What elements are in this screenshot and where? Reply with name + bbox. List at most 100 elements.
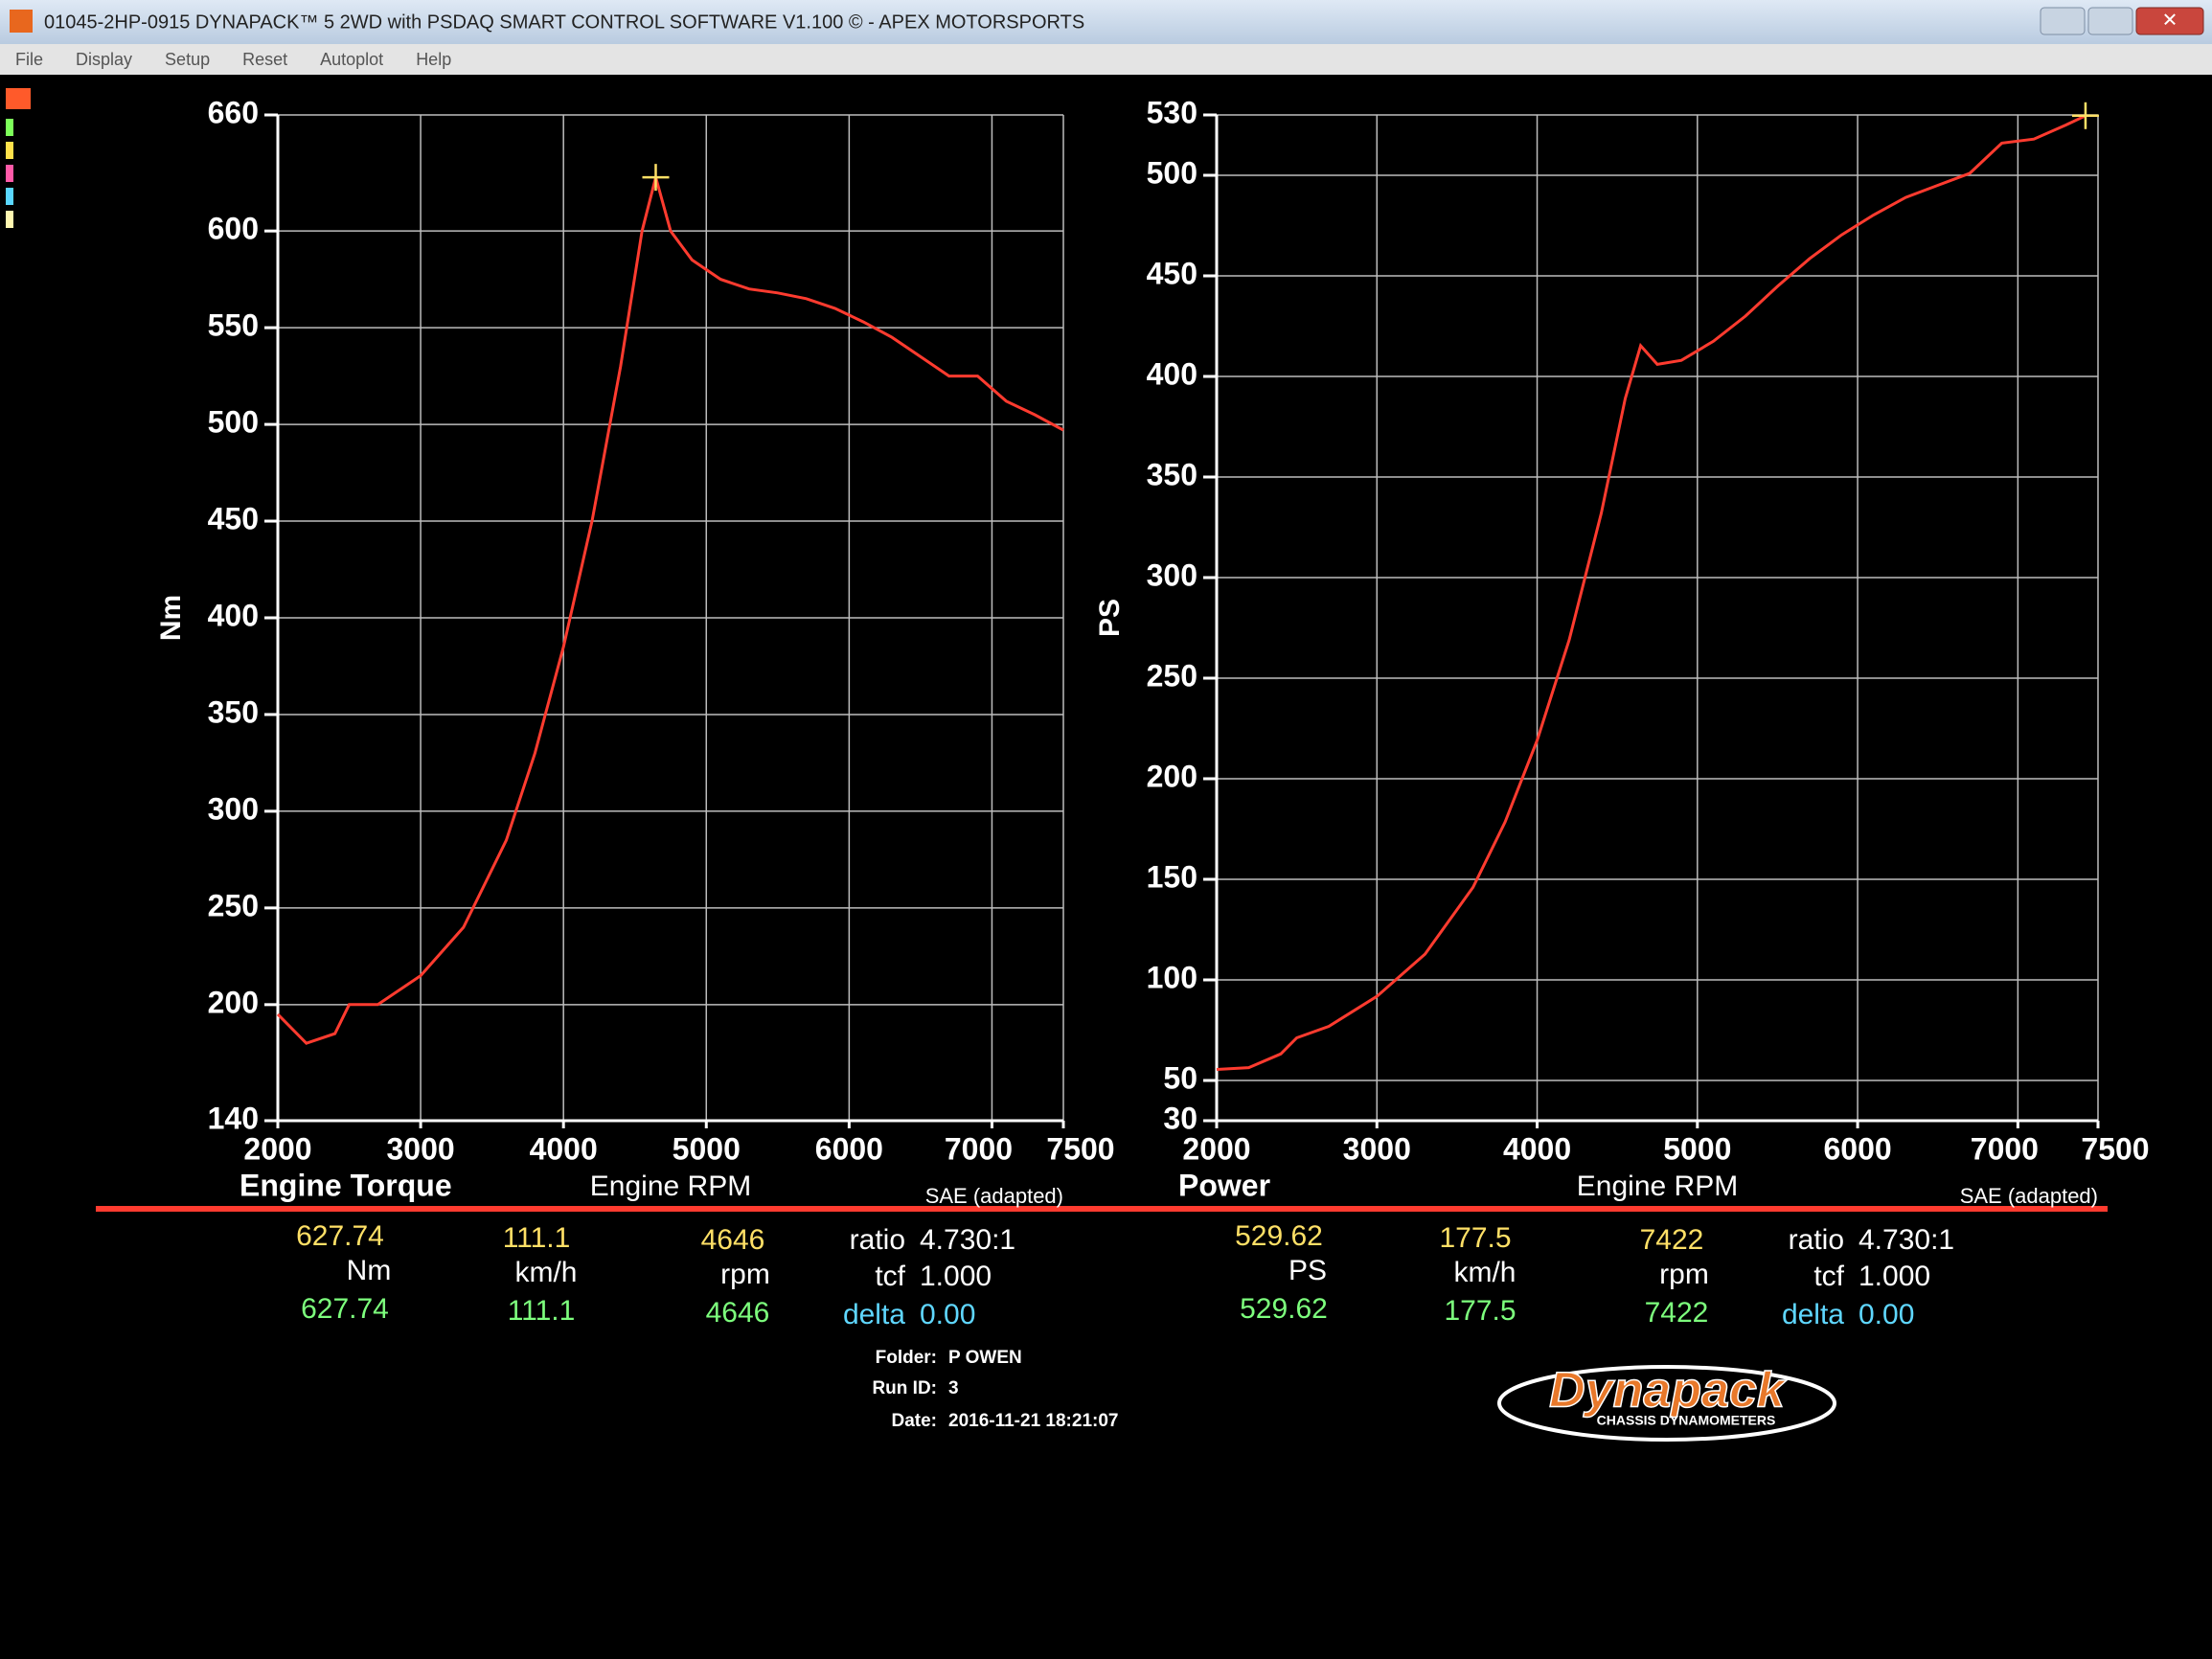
chart-note: SAE (adapted) xyxy=(1960,1184,2098,1208)
readout-rpm: 4646 xyxy=(701,1224,765,1256)
readout-value: 627.74 xyxy=(296,1220,384,1252)
y-tick-label: 400 xyxy=(1147,356,1197,391)
close-icon: ✕ xyxy=(2162,10,2178,31)
y-tick-label: 200 xyxy=(208,985,259,1019)
footer-date: 2016-11-21 18:21:07 xyxy=(948,1411,1118,1431)
y-tick-label: 300 xyxy=(208,791,259,826)
x-tick-label: 7000 xyxy=(1971,1131,2039,1166)
readout-delta-label: delta xyxy=(843,1299,905,1330)
readout-ratio-label: ratio xyxy=(1789,1224,1844,1256)
maximize-button[interactable] xyxy=(2087,7,2133,35)
y-tick-label: 530 xyxy=(1147,95,1197,129)
readout-speed-current: 111.1 xyxy=(508,1295,576,1327)
readout-delta: 0.00 xyxy=(920,1299,975,1330)
y-tick-label: 660 xyxy=(208,95,259,129)
footer-folder-label: Folder: xyxy=(876,1348,937,1368)
cursor xyxy=(642,164,670,192)
readout-value: 529.62 xyxy=(1235,1220,1323,1252)
x-tick-label: 2000 xyxy=(1182,1131,1250,1166)
close-button[interactable] xyxy=(2135,7,2204,35)
y-tick-label: 140 xyxy=(208,1101,259,1135)
x-axis-label: Engine RPM xyxy=(590,1170,751,1202)
y-tick-label: 500 xyxy=(1147,155,1197,190)
footer-folder: P OWEN xyxy=(948,1348,1022,1368)
readout-value-current: 627.74 xyxy=(301,1293,389,1325)
chart-title: Engine Torque xyxy=(239,1168,452,1202)
color-legend-strip xyxy=(6,88,31,228)
y-tick-label: 350 xyxy=(208,694,259,729)
readout-speed-unit: km/h xyxy=(1453,1257,1516,1288)
readout-tcf: 1.000 xyxy=(1859,1261,1930,1292)
cursor xyxy=(2071,102,2099,129)
y-tick-label: 550 xyxy=(208,308,259,343)
swatch xyxy=(6,165,13,182)
data-line xyxy=(276,171,1064,1045)
x-axis-label: Engine RPM xyxy=(1577,1170,1738,1202)
readout-rpm-unit: rpm xyxy=(720,1259,770,1290)
readout-tcf: 1.000 xyxy=(920,1261,992,1292)
minimize-button[interactable] xyxy=(2040,7,2086,35)
menu-item[interactable]: File xyxy=(15,50,43,69)
x-tick-label: 5000 xyxy=(1663,1131,1731,1166)
x-tick-label: 7000 xyxy=(945,1131,1013,1166)
footer-date-label: Date: xyxy=(891,1411,937,1431)
y-tick-label: 50 xyxy=(1163,1060,1197,1095)
y-tick-label: 500 xyxy=(208,405,259,440)
app-icon xyxy=(10,10,33,33)
footer-run: 3 xyxy=(948,1378,959,1398)
chart-title: Power xyxy=(1178,1168,1270,1202)
readout-speed-current: 177.5 xyxy=(1444,1295,1516,1327)
readout-unit: PS xyxy=(1288,1255,1327,1286)
logo-tagline: CHASSIS DYNAMOMETERS xyxy=(1597,1413,1776,1428)
readout-speed-unit: km/h xyxy=(514,1257,577,1288)
menu-item[interactable]: Reset xyxy=(242,50,287,69)
y-tick-label: 250 xyxy=(208,888,259,922)
x-tick-label: 6000 xyxy=(1823,1131,1891,1166)
menu-item[interactable]: Autoplot xyxy=(320,50,383,69)
x-tick-label: 4000 xyxy=(1503,1131,1571,1166)
swatch xyxy=(6,188,13,205)
swatch xyxy=(6,211,13,228)
readout-rpm: 7422 xyxy=(1640,1224,1704,1256)
swatch xyxy=(6,142,13,159)
y-tick-label: 100 xyxy=(1147,960,1197,994)
readout-speed: 177.5 xyxy=(1439,1222,1511,1254)
x-tick-label: 3000 xyxy=(386,1131,454,1166)
readout-rpm-unit: rpm xyxy=(1659,1259,1709,1290)
y-tick-label: 300 xyxy=(1147,557,1197,592)
swatch xyxy=(6,88,31,109)
y-tick-label: 450 xyxy=(208,501,259,535)
menu-item[interactable]: Help xyxy=(416,50,451,69)
x-tick-label: 7500 xyxy=(2081,1131,2149,1166)
readout-ratio: 4.730:1 xyxy=(1859,1224,1954,1256)
window-title: 01045-2HP-0915 DYNAPACK™ 5 2WD with PSDA… xyxy=(44,11,1084,33)
readout-ratio: 4.730:1 xyxy=(920,1224,1015,1256)
x-tick-label: 4000 xyxy=(530,1131,598,1166)
readout-tcf-label: tcf xyxy=(875,1261,905,1292)
swatch xyxy=(6,119,13,136)
y-tick-label: 200 xyxy=(1147,759,1197,793)
y-tick-label: 250 xyxy=(1147,658,1197,693)
chart-note: SAE (adapted) xyxy=(925,1184,1063,1208)
data-line xyxy=(1216,114,2087,1071)
y-axis-label: PS xyxy=(1094,599,1126,637)
menu-item[interactable]: Setup xyxy=(165,50,210,69)
readout-delta-label: delta xyxy=(1782,1299,1844,1330)
x-tick-label: 6000 xyxy=(815,1131,883,1166)
x-tick-label: 3000 xyxy=(1343,1131,1411,1166)
readout-rpm-current: 4646 xyxy=(706,1297,770,1329)
readout-value-current: 529.62 xyxy=(1240,1293,1328,1325)
y-axis-label: Nm xyxy=(155,595,187,641)
y-tick-label: 150 xyxy=(1147,859,1197,894)
y-tick-label: 450 xyxy=(1147,256,1197,290)
y-tick-label: 350 xyxy=(1147,457,1197,491)
readout-rpm-current: 7422 xyxy=(1645,1297,1709,1329)
y-tick-label: 600 xyxy=(208,212,259,246)
x-tick-label: 5000 xyxy=(673,1131,741,1166)
y-tick-label: 30 xyxy=(1163,1101,1197,1135)
menu-bar xyxy=(0,44,2212,75)
footer-run-label: Run ID: xyxy=(872,1378,937,1398)
menu-item[interactable]: Display xyxy=(76,50,132,69)
x-tick-label: 2000 xyxy=(243,1131,311,1166)
